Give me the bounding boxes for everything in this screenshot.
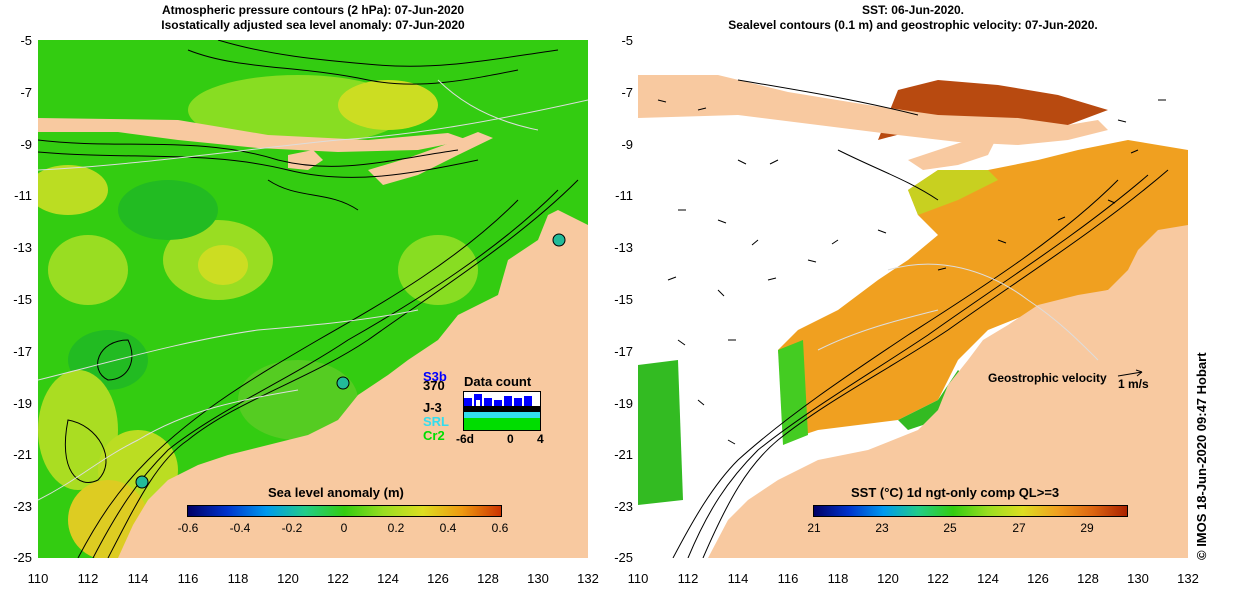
satellite-370: 370 <box>423 378 445 393</box>
satellite-cr2: Cr2 <box>423 428 445 443</box>
left-cb-tick: 0.4 <box>439 521 457 535</box>
sea-level-colorbar <box>187 505 502 517</box>
right-lon-tick: 122 <box>927 571 949 586</box>
left-lon-tick: 120 <box>277 571 299 586</box>
data-count-tick: 0 <box>507 432 514 446</box>
right-lon-tick: 128 <box>1077 571 1099 586</box>
right-lat-tick: -21 <box>614 447 633 462</box>
velocity-scale-label: 1 m/s <box>1118 377 1149 391</box>
right-cb-tick: 21 <box>807 521 821 535</box>
right-lat-tick: -19 <box>614 396 633 411</box>
right-lat-tick: -17 <box>614 344 633 359</box>
imos-credit: © IMOS 18-Jun-2020 09:47 Hobart <box>1194 352 1209 560</box>
left-lon-tick: 116 <box>177 571 199 586</box>
left-lat-tick: -25 <box>13 550 32 565</box>
left-cb-tick: -0.2 <box>281 521 303 535</box>
right-title-line2: Sealevel contours (0.1 m) and geostrophi… <box>728 18 1098 32</box>
right-lon-tick: 132 <box>1177 571 1199 586</box>
sst-map <box>638 40 1188 558</box>
left-lon-tick: 124 <box>377 571 399 586</box>
right-lat-tick: -5 <box>621 33 633 48</box>
right-cb-tick: 27 <box>1012 521 1026 535</box>
right-lon-tick: 110 <box>627 571 649 586</box>
right-lon-tick: 120 <box>877 571 899 586</box>
right-lon-tick: 130 <box>1127 571 1149 586</box>
left-lon-tick: 122 <box>327 571 349 586</box>
right-cb-tick: 25 <box>943 521 957 535</box>
left-lat-tick: -23 <box>13 499 32 514</box>
right-lon-tick: 116 <box>777 571 799 586</box>
data-count-title: Data count <box>464 374 532 389</box>
right-cb-tick: 23 <box>875 521 889 535</box>
right-lat-tick: -25 <box>614 550 633 565</box>
left-lat-tick: -17 <box>13 344 32 359</box>
right-lat-tick: -9 <box>621 137 633 152</box>
left-lat-tick: -21 <box>13 447 32 462</box>
satellite-j3: J-3 <box>423 400 442 415</box>
data-count-tick: 4 <box>537 432 544 446</box>
velocity-scale-arrow <box>1117 369 1143 377</box>
left-cb-tick: 0.2 <box>387 521 405 535</box>
right-colorbar-title: SST (°C) 1d ngt-only comp QL>=3 <box>851 485 1060 500</box>
left-lat-tick: -19 <box>13 396 32 411</box>
data-count-satellite-list: S3b 370 J-3 SRL Cr2 <box>423 370 449 443</box>
left-lon-tick: 132 <box>577 571 599 586</box>
satellite-srl: SRL <box>423 414 449 429</box>
left-lon-tick: 112 <box>77 571 99 586</box>
left-lon-tick: 110 <box>27 571 49 586</box>
left-colorbar-title: Sea level anomaly (m) <box>268 485 404 500</box>
left-lon-tick: 128 <box>477 571 499 586</box>
left-lon-tick: 118 <box>227 571 249 586</box>
left-cb-tick: -0.6 <box>177 521 199 535</box>
geostrophic-velocity-label: Geostrophic velocity <box>988 371 1107 385</box>
left-lat-tick: -9 <box>20 137 32 152</box>
data-count-tick: -6d <box>456 432 474 446</box>
left-lat-tick: -11 <box>14 188 32 203</box>
right-lon-tick: 114 <box>727 571 749 586</box>
right-lat-tick: -7 <box>621 85 633 100</box>
right-lat-tick: -11 <box>615 188 633 203</box>
right-lon-tick: 118 <box>827 571 849 586</box>
left-title-line2: Isostatically adjusted sea level anomaly… <box>161 18 465 32</box>
left-cb-tick: 0.6 <box>491 521 509 535</box>
right-lon-tick: 124 <box>977 571 999 586</box>
left-lon-tick: 114 <box>127 571 149 586</box>
left-cb-tick: -0.4 <box>229 521 251 535</box>
left-lon-tick: 130 <box>527 571 549 586</box>
right-lat-tick: -13 <box>614 240 633 255</box>
sea-level-anomaly-map <box>38 40 588 558</box>
right-lat-tick: -23 <box>614 499 633 514</box>
left-lat-tick: -5 <box>20 33 32 48</box>
right-lon-tick: 112 <box>677 571 699 586</box>
sst-colorbar <box>813 505 1128 517</box>
right-title-line1: SST: 06-Jun-2020. <box>861 3 965 17</box>
left-lat-tick: -7 <box>20 85 32 100</box>
left-lon-tick: 126 <box>427 571 449 586</box>
data-count-bars <box>463 391 541 431</box>
left-cb-tick: 0 <box>340 521 348 535</box>
satellite-s3b: S3b <box>423 369 447 384</box>
left-lat-tick: -13 <box>13 240 32 255</box>
right-cb-tick: 29 <box>1080 521 1094 535</box>
left-lat-tick: -15 <box>13 292 32 307</box>
right-lon-tick: 126 <box>1027 571 1049 586</box>
right-lat-tick: -15 <box>614 292 633 307</box>
left-title-line1: Atmospheric pressure contours (2 hPa): 0… <box>161 3 465 17</box>
